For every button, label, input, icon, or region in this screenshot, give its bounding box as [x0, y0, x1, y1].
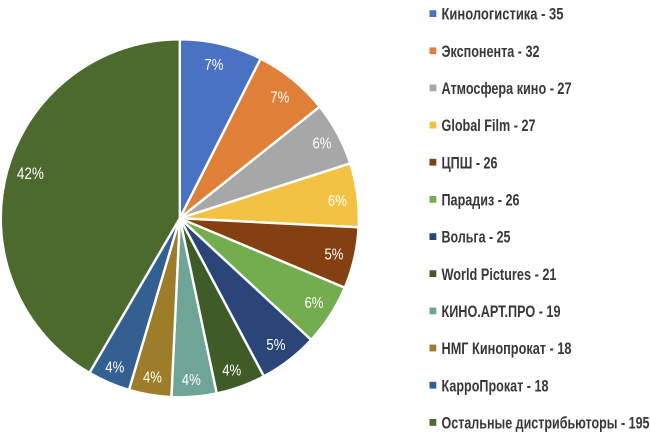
- svg-text:4%: 4%: [143, 369, 162, 386]
- svg-text:Парадиз - 26: Парадиз - 26: [442, 191, 520, 210]
- svg-text:Кинологистика - 35: Кинологистика - 35: [442, 5, 564, 24]
- svg-text:5%: 5%: [266, 337, 285, 354]
- svg-text:КарроПрокат - 18: КарроПрокат - 18: [442, 376, 549, 395]
- svg-text:6%: 6%: [313, 135, 332, 152]
- svg-text:Global Film - 27: Global Film - 27: [442, 116, 536, 135]
- svg-text:Атмосфера кино - 27: Атмосфера кино - 27: [442, 79, 572, 98]
- svg-text:4%: 4%: [182, 372, 201, 389]
- svg-text:6%: 6%: [328, 193, 347, 210]
- svg-text:ЦПШ - 26: ЦПШ - 26: [442, 153, 498, 172]
- svg-text:6%: 6%: [305, 295, 324, 312]
- svg-text:World Pictures - 21: World Pictures - 21: [442, 265, 557, 284]
- svg-text:КИНО.АРТ.ПРО - 19: КИНО.АРТ.ПРО - 19: [442, 302, 561, 321]
- svg-text:5%: 5%: [325, 247, 344, 264]
- svg-text:4%: 4%: [105, 360, 124, 377]
- svg-text:7%: 7%: [205, 57, 224, 74]
- svg-text:Остальные дистрибьюторы - 195: Остальные дистрибьюторы - 195: [442, 414, 650, 433]
- svg-text:Экспонента - 32: Экспонента - 32: [442, 42, 540, 61]
- svg-text:НМГ Кинопрокат - 18: НМГ Кинопрокат - 18: [442, 339, 572, 358]
- svg-text:42%: 42%: [17, 165, 44, 183]
- svg-text:4%: 4%: [222, 362, 241, 379]
- svg-text:Вольга - 25: Вольга - 25: [442, 228, 511, 247]
- svg-text:7%: 7%: [270, 89, 289, 106]
